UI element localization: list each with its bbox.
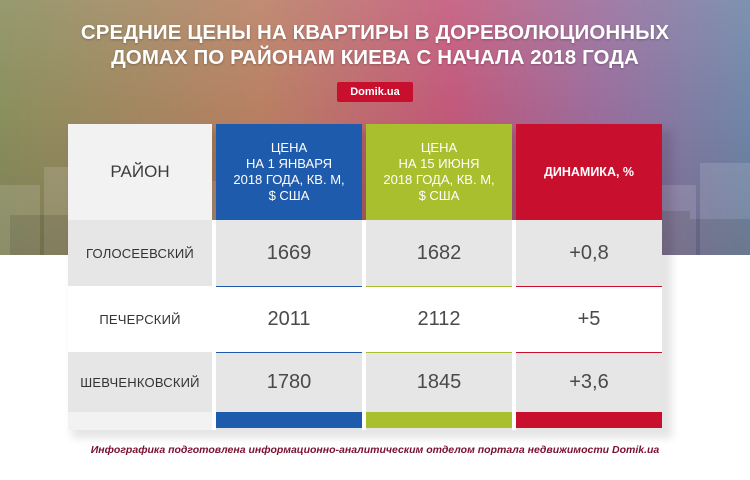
header-change: ДИНАМИКА, % bbox=[516, 124, 662, 220]
bottom-bar-red bbox=[516, 412, 662, 428]
row-1-district: ГОЛОСЕЕВСКИЙ bbox=[86, 245, 194, 261]
column-gap-2 bbox=[362, 220, 366, 430]
row-3-jun-value: 1845 bbox=[416, 370, 462, 393]
row-3-jan-value: 1780 bbox=[266, 370, 312, 393]
row-1-change-value: +0,8 bbox=[569, 241, 609, 264]
column-gap-1 bbox=[212, 220, 216, 430]
footer-credit: Инфографика подготовлена информационно-а… bbox=[90, 444, 660, 456]
header-price-june: ЦЕНА НА 15 ИЮНЯ 2018 ГОДА, КВ. М, $ США bbox=[366, 124, 512, 220]
row-2-jun-value: 2112 bbox=[417, 307, 461, 330]
rule-blue-1 bbox=[216, 286, 362, 287]
row-3-change-value: +3,6 bbox=[569, 370, 609, 393]
row-2-district: ПЕЧЕРСКИЙ bbox=[68, 286, 212, 352]
rule-green-1 bbox=[366, 286, 512, 287]
rule-red-2 bbox=[516, 352, 662, 353]
rule-green-2 bbox=[366, 352, 512, 353]
title-line-1: СРЕДНИЕ ЦЕНЫ НА КВАРТИРЫ В ДОРЕВОЛЮЦИОНН… bbox=[80, 21, 670, 44]
row-3-district: ШЕВЧЕНКОВСКИЙ bbox=[80, 374, 200, 390]
bottom-bar-green bbox=[366, 412, 512, 428]
row-1-jan-value: 1669 bbox=[266, 241, 312, 264]
rule-blue-2 bbox=[216, 352, 362, 353]
brand-badge: Domik.ua bbox=[337, 82, 413, 102]
header-price-january: ЦЕНА НА 1 ЯНВАРЯ 2018 ГОДА, КВ. М, $ США bbox=[216, 124, 362, 220]
row-1-jun-value: 1682 bbox=[416, 241, 462, 264]
bottom-bar-blue bbox=[216, 412, 362, 428]
title-line-2: ДОМАХ ПО РАЙОНАМ КИЕВА С НАЧАЛА 2018 ГОД… bbox=[111, 46, 639, 69]
rule-red-1 bbox=[516, 286, 662, 287]
row-2-jan-value: 2011 bbox=[267, 307, 311, 330]
row-2-change-value: +5 bbox=[577, 307, 601, 330]
chart-title: СРЕДНИЕ ЦЕНЫ НА КВАРТИРЫ В ДОРЕВОЛЮЦИОНН… bbox=[0, 20, 750, 70]
column-gap-3 bbox=[512, 220, 516, 430]
header-district: РАЙОН bbox=[110, 162, 170, 181]
